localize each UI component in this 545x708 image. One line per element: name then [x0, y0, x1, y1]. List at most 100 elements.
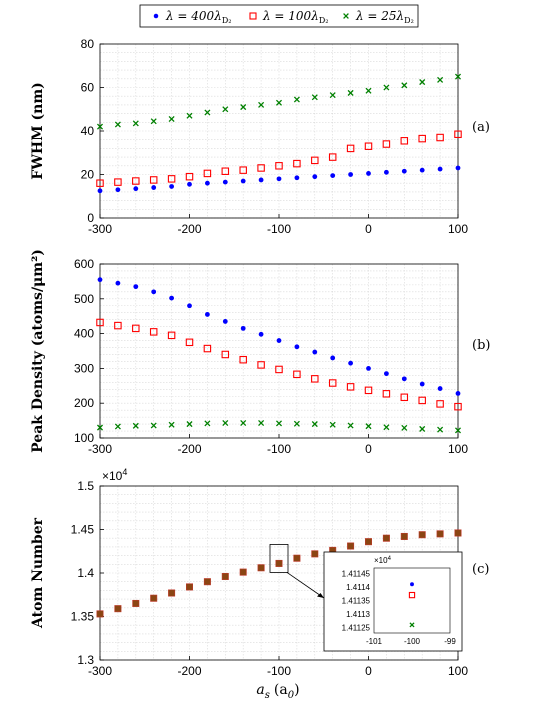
y-tick-label: 300: [74, 361, 94, 375]
data-point: [115, 187, 121, 193]
data-point: [240, 325, 246, 331]
data-point: [365, 423, 372, 430]
data-point: [311, 421, 318, 428]
data-point: [401, 82, 408, 89]
data-point: [419, 167, 425, 173]
data-point: [293, 159, 301, 168]
panel-2: -300 -200 -100 0 100 100 200 300 400 500 600 Peak D…: [30, 249, 490, 456]
data-point: [222, 420, 229, 427]
y-tick-label: 1.4: [77, 566, 94, 580]
y-axis-label: FWHM (nm): [30, 82, 46, 180]
y-tick-label: 1.5: [77, 479, 94, 493]
y-tick-label: 400: [74, 327, 94, 341]
legend-label-3: λ = 25λD₂: [355, 9, 414, 25]
data-point: [454, 402, 462, 411]
data-point: [348, 360, 353, 366]
data-point: [347, 422, 354, 429]
inset-data-point: [410, 582, 414, 587]
x-axis-label-close: ): [294, 682, 299, 698]
x-tick-label: 100: [448, 664, 468, 678]
legend-box: [139, 4, 419, 28]
data-point: [418, 134, 426, 143]
data-point: [151, 289, 157, 295]
data-point: [384, 371, 389, 377]
data-point: [419, 79, 426, 86]
data-point: [239, 355, 247, 364]
data-point: [221, 167, 230, 175]
data-point: [401, 424, 408, 431]
data-point: [167, 331, 176, 340]
data-point: [221, 350, 230, 359]
data-point: [222, 179, 228, 185]
inset-y-tick-label: 1.41145: [342, 569, 371, 578]
data-point: [437, 76, 444, 83]
data-point: [186, 112, 193, 119]
data-point: [168, 589, 176, 597]
data-point: [205, 180, 210, 186]
data-point: [384, 169, 389, 175]
data-point: [114, 321, 122, 330]
data-point: [347, 542, 355, 550]
data-point: [240, 420, 247, 427]
data-point: [203, 344, 212, 353]
data-point: [257, 361, 265, 369]
data-point: [400, 532, 408, 540]
legend-label-sub: D₂: [404, 16, 414, 25]
data-point: [185, 338, 194, 347]
panel-label: (b): [472, 338, 490, 353]
data-point: [203, 578, 211, 586]
data-point: [258, 420, 265, 427]
data-point: [96, 424, 104, 431]
data-point: [168, 116, 175, 123]
data-point: [346, 144, 355, 153]
data-point: [454, 427, 462, 434]
x-tick-label: 100: [448, 222, 468, 236]
data-point: [115, 280, 121, 286]
highlight-box: [269, 544, 289, 573]
y-axis-label: Atom Number: [30, 517, 46, 629]
inset-x-tick-label: -99: [444, 637, 456, 646]
series-2: [96, 130, 462, 187]
data-point: [418, 531, 426, 539]
data-point: [168, 421, 175, 428]
x-axis-label-units: (a: [274, 682, 288, 698]
y-tick-label: 600: [74, 257, 94, 271]
y-tick-label: 1.35: [71, 610, 95, 624]
legend-label-sub: D₂: [222, 16, 232, 25]
data-point: [239, 568, 247, 576]
data-point: [276, 338, 282, 343]
x-axis-label: as (a0): [256, 682, 299, 701]
data-point: [222, 319, 228, 324]
data-point: [151, 185, 157, 190]
series-2: [96, 318, 462, 411]
series-1: [96, 529, 462, 618]
x-tick-label: 0: [365, 442, 372, 456]
panel-1: -300 -200 -100 0 100 0 20 40 60 80 FWHM (nm) (a): [30, 37, 490, 236]
data-point: [186, 583, 194, 591]
inset-x-tick-label: -101: [366, 637, 383, 646]
data-point: [97, 188, 103, 194]
data-point: [221, 572, 229, 580]
data-point: [97, 277, 103, 283]
data-point: [132, 324, 140, 333]
data-point: [187, 303, 192, 309]
inset-y-tick-label: 1.4113: [346, 610, 370, 619]
data-point: [132, 177, 140, 185]
data-point: [382, 390, 391, 398]
data-point: [329, 421, 336, 428]
data-point: [312, 349, 318, 355]
data-point: [293, 554, 301, 562]
data-point: [275, 99, 283, 106]
data-point: [437, 166, 443, 172]
data-point: [132, 422, 139, 429]
data-point: [437, 386, 443, 391]
y-tick-label: 1.3: [77, 653, 94, 667]
data-point: [400, 137, 409, 145]
data-point: [311, 375, 319, 383]
x-tick-label: -300: [88, 222, 112, 236]
x-tick-label: -200: [177, 222, 201, 236]
data-point: [96, 610, 104, 618]
x-axis-label-main: a: [256, 682, 264, 698]
data-point: [436, 530, 444, 538]
data-point: [239, 166, 247, 174]
